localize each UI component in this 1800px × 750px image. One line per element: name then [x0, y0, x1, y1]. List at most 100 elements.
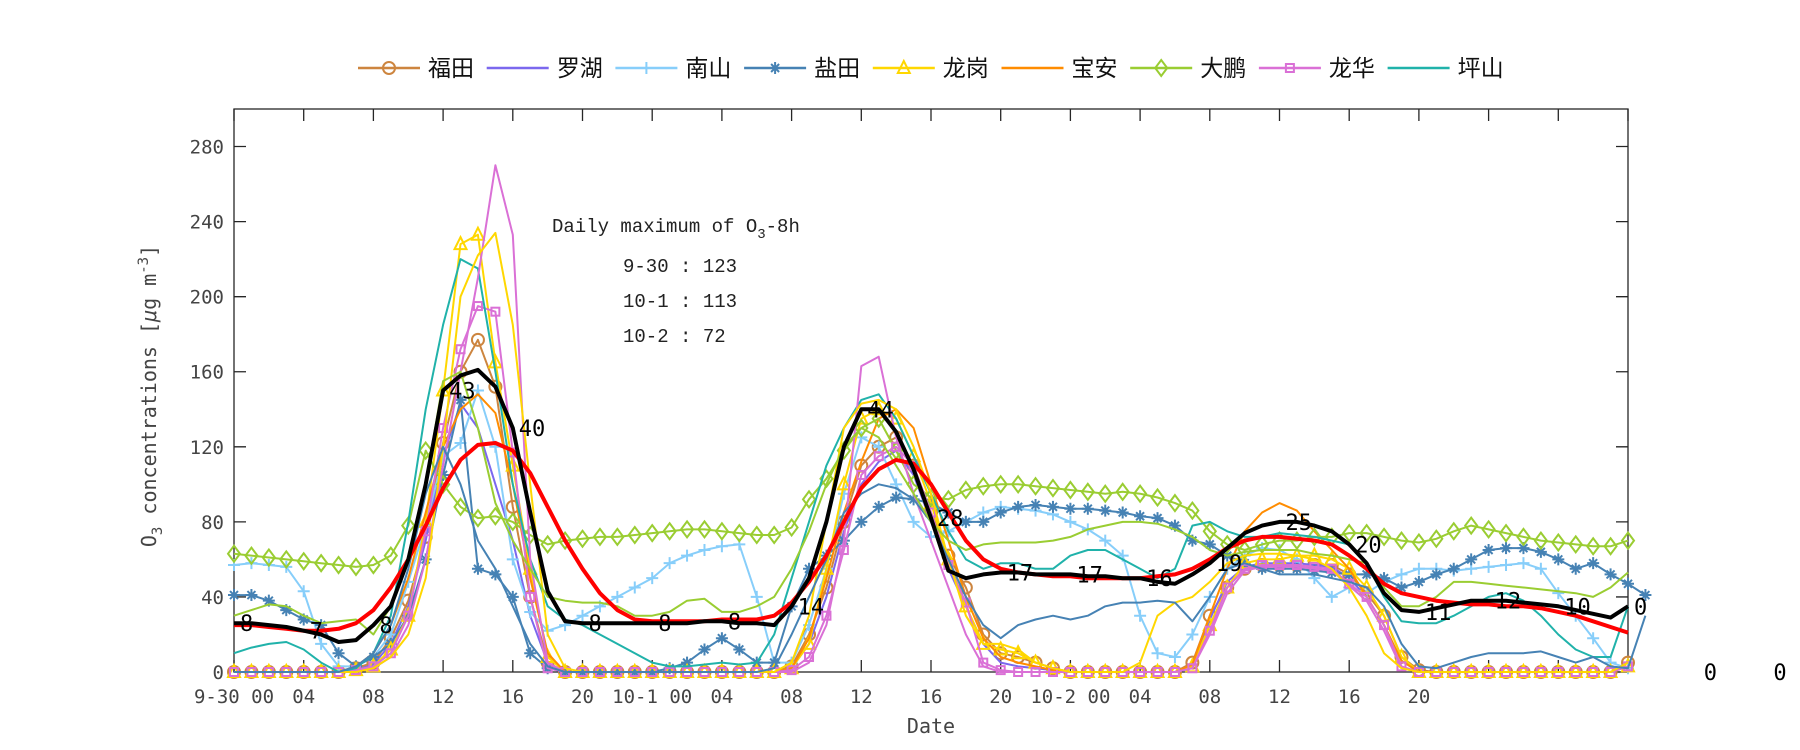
data-point-marker [470, 508, 486, 528]
data-point-marker [297, 613, 310, 626]
point-label: 16 [1146, 567, 1173, 592]
point-label: 20 [1355, 533, 1382, 558]
point-label: 0 [1704, 661, 1717, 686]
data-point-marker [280, 604, 293, 617]
data-point-marker [576, 609, 589, 622]
data-point-marker [1046, 500, 1059, 513]
data-point-marker [732, 523, 747, 543]
y-tick-label: 280 [190, 137, 224, 159]
data-point-marker [1099, 534, 1112, 547]
data-point-marker [1081, 502, 1094, 515]
point-label: 28 [937, 507, 964, 532]
data-point-marker [331, 555, 346, 575]
x-tick-label: 04 [710, 686, 733, 708]
legend-item: 盐田 [744, 56, 860, 82]
y-title-part: concentrations [ [137, 322, 161, 527]
point-label: 0 [1634, 595, 1647, 620]
data-point-marker [383, 545, 399, 566]
data-point-marker [766, 525, 782, 545]
data-point-marker [1360, 568, 1373, 581]
series-layer [226, 164, 1652, 679]
point-label: 14 [798, 595, 825, 620]
data-point-marker [1500, 542, 1513, 555]
point-label: 8 [589, 612, 602, 637]
data-point-marker [1587, 557, 1600, 570]
data-point-marker [821, 610, 832, 621]
data-point-marker [348, 557, 364, 577]
data-point-marker [490, 306, 501, 317]
data-point-marker [245, 589, 258, 602]
data-point-marker [872, 440, 885, 453]
y-title-part: O [137, 535, 161, 547]
annotation-line: 9-30 : 123 [623, 256, 737, 278]
data-point-marker [1045, 478, 1061, 498]
series-line [234, 367, 1630, 644]
point-label: 0 [1773, 661, 1786, 686]
data-point-marker [244, 545, 259, 566]
x-tick-label: 16 [1338, 686, 1361, 708]
y-tick-label: 0 [213, 662, 224, 684]
data-point-marker [1150, 487, 1165, 508]
data-point-marker [313, 553, 329, 573]
data-point-marker [1552, 553, 1565, 566]
legend-item: 大鹏 [1130, 56, 1246, 82]
data-point-marker [873, 451, 884, 462]
legend-marker-icon [769, 62, 782, 74]
data-point-marker [662, 521, 677, 541]
legend-label: 福田 [428, 56, 474, 82]
data-point-marker [332, 647, 345, 660]
data-point-marker [1568, 534, 1583, 555]
data-point-marker [1481, 519, 1496, 540]
data-point-marker [1412, 562, 1425, 575]
data-point-marker [1585, 536, 1601, 556]
data-point-marker [1551, 532, 1566, 553]
data-point-marker [663, 557, 676, 570]
point-label: 7 [310, 620, 323, 645]
data-point-marker [907, 515, 920, 528]
data-point-marker [1029, 498, 1042, 511]
data-point-marker [315, 619, 328, 632]
data-point-marker [1517, 557, 1530, 570]
data-point-marker [1274, 560, 1285, 571]
annotation-title-sub: 3 [757, 227, 765, 243]
series-line [234, 398, 1646, 673]
data-point-marker [1517, 542, 1530, 555]
y-axis-title: O3 concentrations [μg m-3] [136, 245, 166, 547]
data-point-marker [1620, 530, 1636, 551]
data-point-marker [1202, 521, 1218, 541]
point-label: 40 [519, 417, 546, 442]
data-point-marker [958, 480, 974, 500]
legend-item: 龙华 [1258, 56, 1375, 82]
data-point-marker [681, 656, 694, 669]
data-point-marker [698, 544, 711, 557]
x-tick-label: 16 [920, 686, 943, 708]
point-label: 17 [1076, 563, 1103, 588]
legend-marker-icon [1153, 58, 1169, 78]
legend-label: 盐田 [814, 56, 860, 82]
series-line [234, 231, 1629, 673]
point-label: 8 [240, 612, 253, 637]
data-point-marker [228, 589, 240, 602]
data-point-marker [923, 487, 939, 508]
data-point-marker [470, 332, 485, 347]
data-point-marker [855, 515, 868, 528]
x-tick-label: 20 [989, 686, 1012, 708]
data-point-marker [1186, 534, 1199, 547]
data-point-marker [768, 656, 781, 669]
legend-label: 坪山 [1458, 56, 1504, 82]
data-point-marker [1325, 590, 1338, 603]
data-point-marker [1012, 500, 1025, 513]
y-title-part: -3 [136, 257, 152, 274]
data-point-marker [714, 521, 730, 541]
data-point-marker [1394, 530, 1409, 551]
data-point-marker [610, 527, 625, 547]
data-point-marker [941, 489, 956, 510]
point-label: 44 [867, 398, 894, 423]
data-point-marker [226, 544, 242, 564]
legend-label: 南山 [685, 56, 731, 82]
x-tick-label: 10-1 00 [612, 686, 692, 708]
legend-item: 宝安 [1001, 56, 1118, 82]
data-point-marker [1430, 568, 1443, 581]
series-line [234, 441, 1629, 635]
series-line [234, 233, 1629, 673]
